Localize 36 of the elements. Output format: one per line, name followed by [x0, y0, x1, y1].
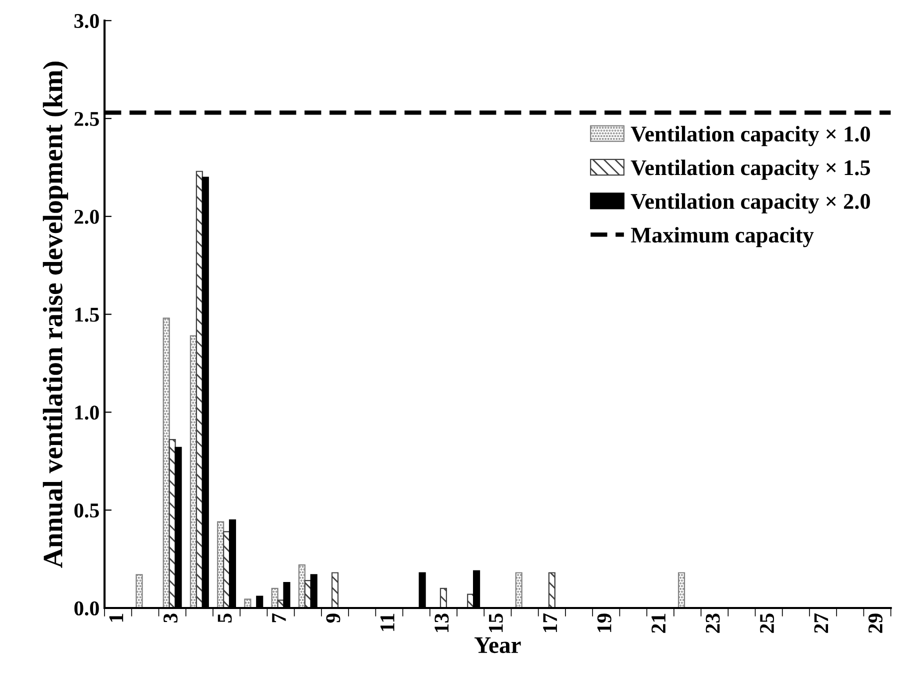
y-tick-label: 0.0 — [74, 601, 99, 616]
x-tick-label: 7 — [272, 613, 286, 622]
y-tick-label: 0.5 — [74, 503, 99, 518]
y-axis-title: Annual ventilation raise development (km) — [42, 62, 68, 568]
x-tick-label: 19 — [597, 614, 612, 632]
legend-label: Ventilation capacity × 1.0 — [630, 126, 870, 146]
x-tick-label: 29 — [868, 614, 882, 633]
legend-label: Ventilation capacity × 2.0 — [630, 193, 870, 214]
bar — [331, 572, 339, 608]
bar — [515, 572, 522, 608]
y-tick-label: 2.5 — [74, 112, 99, 126]
x-tick-label: 27 — [814, 613, 828, 633]
x-tick-label: 17 — [543, 613, 557, 632]
x-tick-label: 21 — [652, 614, 666, 633]
legend-label: Maximum capacity — [630, 226, 814, 248]
x-tick-label: 5 — [218, 614, 232, 622]
legend-label: Ventilation capacity × 1.5 — [630, 160, 870, 180]
x-tick-label: 25 — [760, 614, 774, 633]
x-tick-label: 3 — [164, 614, 178, 622]
bar — [136, 574, 143, 608]
x-tick-label: 23 — [706, 614, 720, 633]
y-tick-label: 3.0 — [74, 14, 99, 28]
x-tick-label: 1 — [109, 614, 124, 622]
y-tick-label: 2.0 — [74, 210, 99, 224]
x-tick-label: 15 — [488, 614, 503, 632]
x-axis-title: Year — [474, 637, 521, 654]
y-tick-label: 1.5 — [75, 308, 99, 322]
x-tick-label: 11 — [380, 614, 394, 631]
bar — [162, 318, 170, 608]
x-tick-label: 9 — [326, 614, 340, 623]
bar — [244, 598, 252, 608]
x-tick-label: 13 — [434, 614, 449, 632]
y-tick-label: 1.0 — [75, 406, 99, 420]
bar — [548, 572, 556, 608]
bar — [678, 572, 686, 608]
bar — [440, 588, 447, 608]
